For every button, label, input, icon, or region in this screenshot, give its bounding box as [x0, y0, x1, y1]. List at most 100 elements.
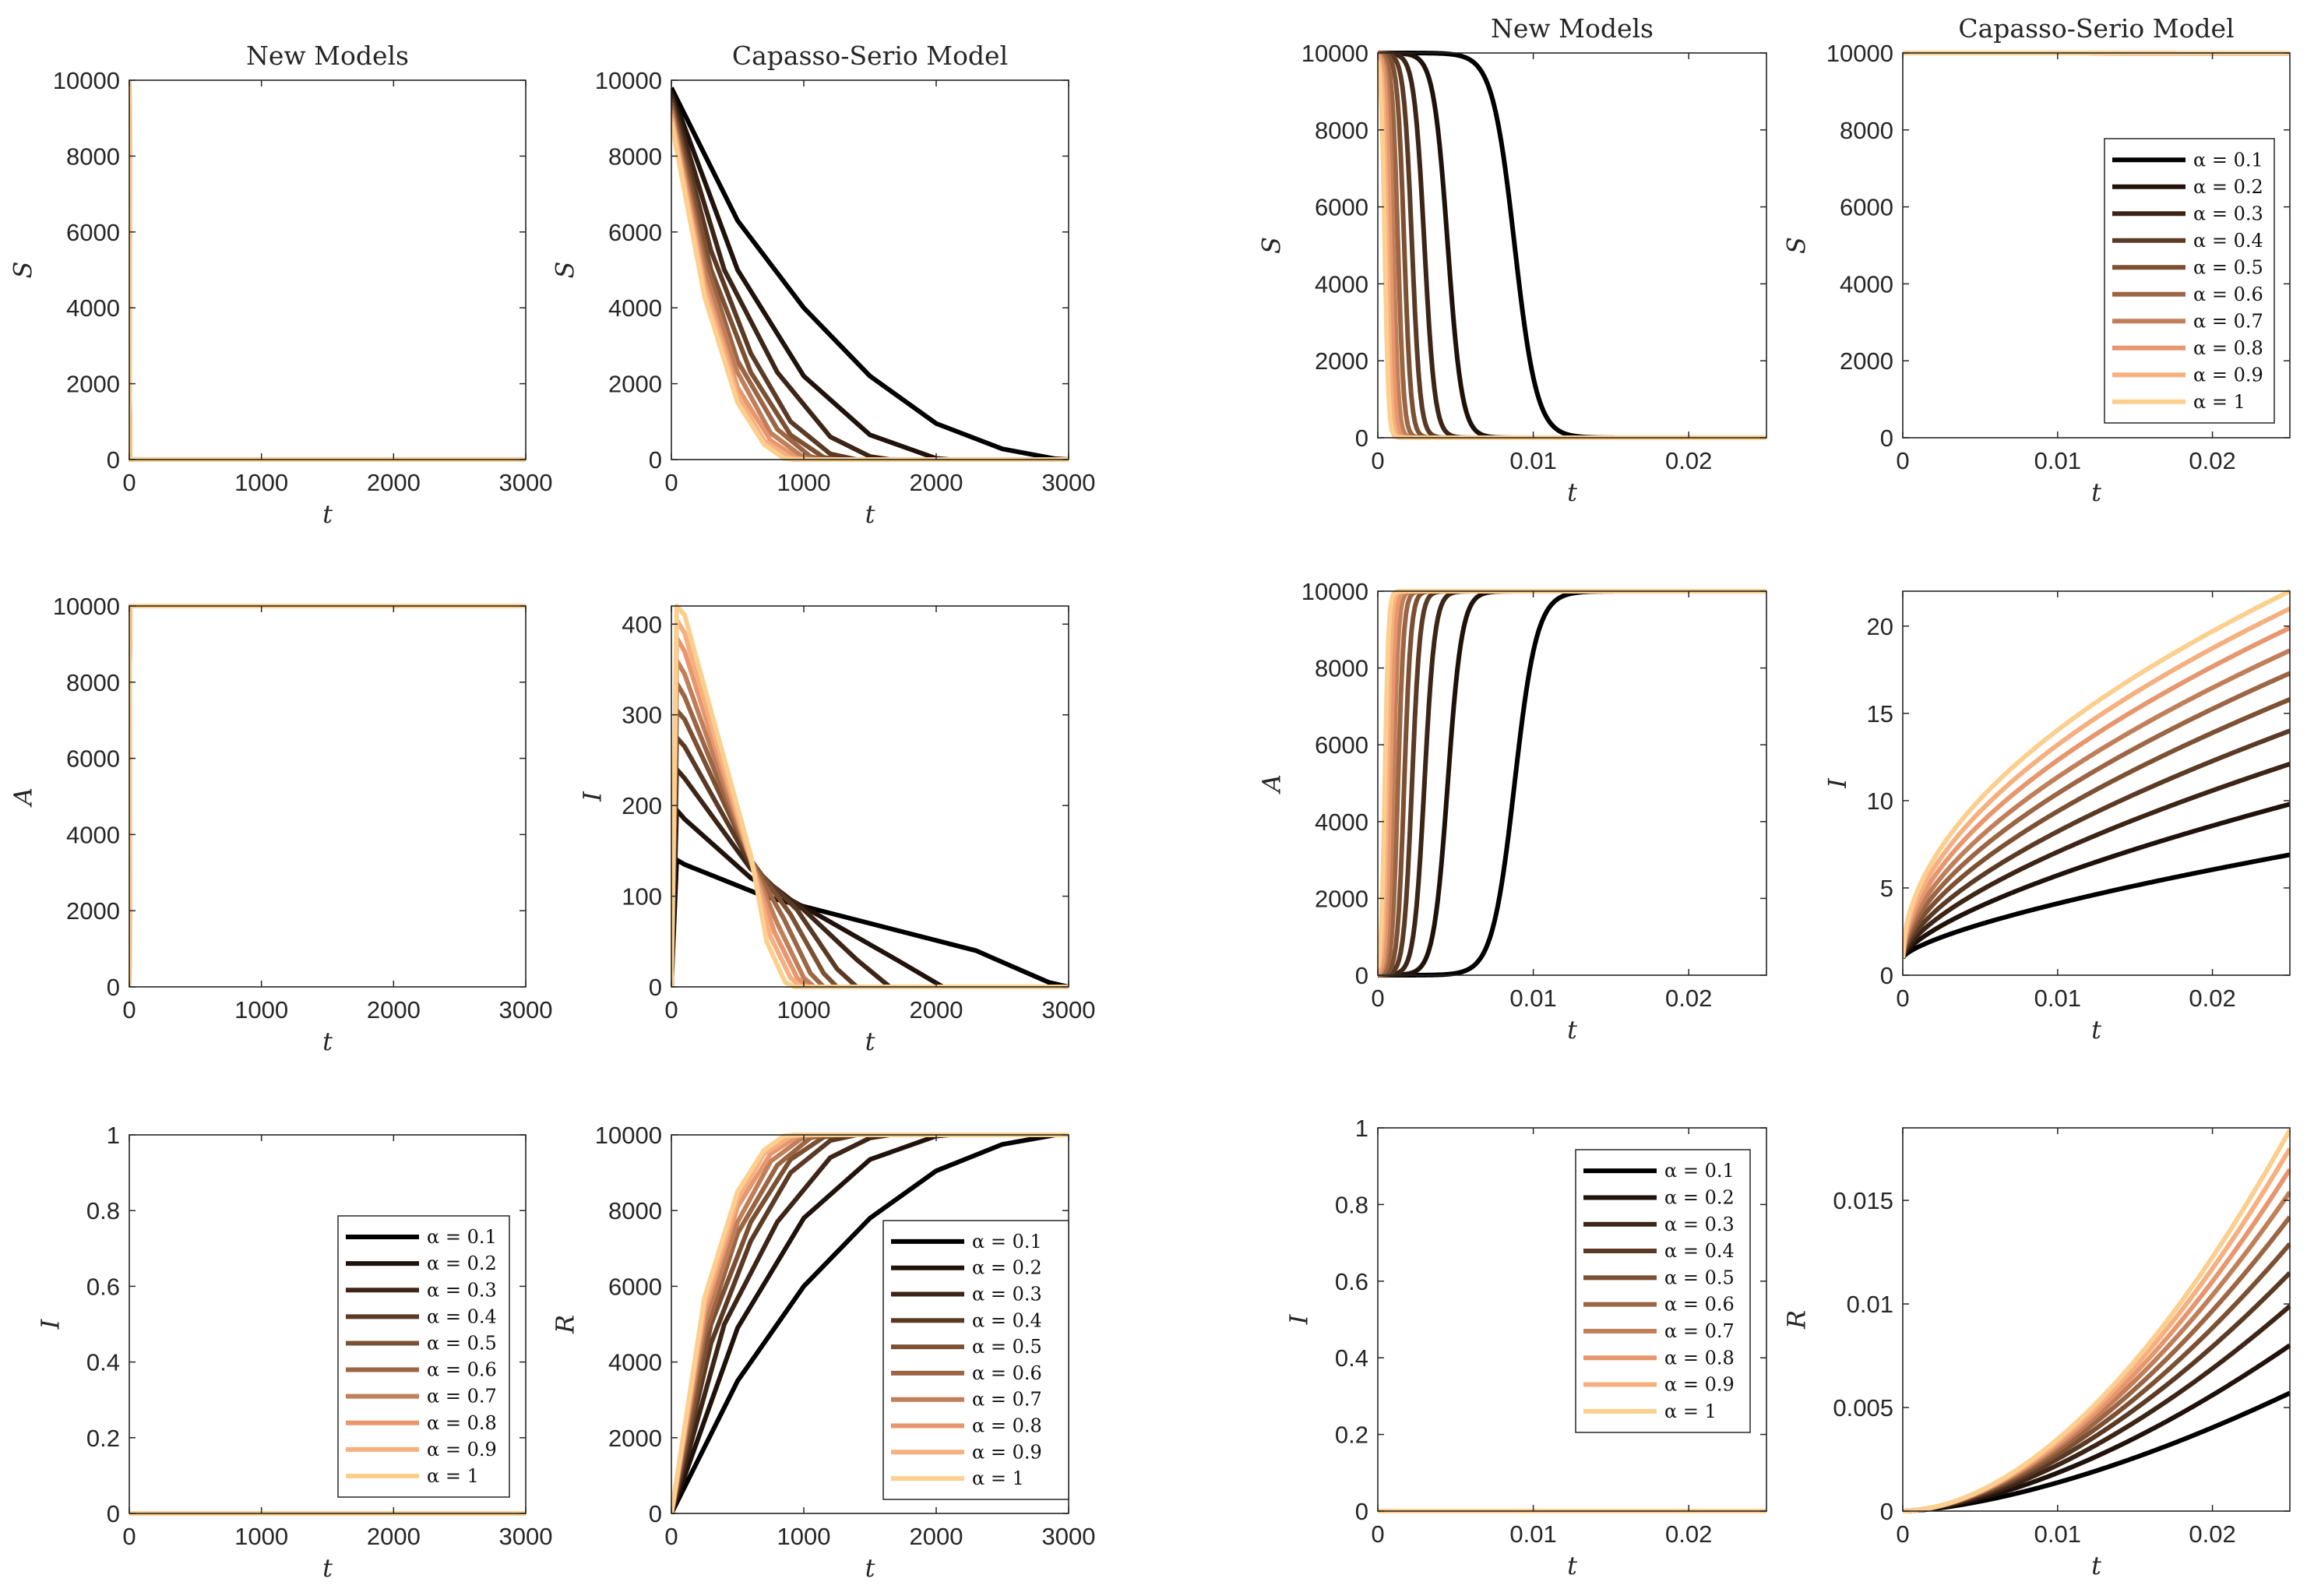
- plot-area: [1378, 53, 1766, 438]
- axes-box: [1902, 52, 2291, 439]
- y-tick-label: 0: [1355, 425, 1368, 452]
- y-axis-label: I: [1823, 777, 1852, 789]
- chart-panel-p2: 0 1000 2000 3000 0 2000 4000 6000 8000 10000 t S Cap…: [551, 41, 1096, 529]
- legend-label: α = 0.1: [2193, 149, 2263, 171]
- y-tick-label: 0.8: [1335, 1191, 1368, 1218]
- y-tick-label: 2000: [1840, 347, 1893, 375]
- x-axis-label: t: [1567, 1551, 1577, 1580]
- y-tick-label: 6000: [608, 219, 662, 246]
- y-tick-label: 4000: [608, 1349, 662, 1376]
- y-tick-label: 2000: [1315, 885, 1368, 912]
- x-tick-label: 0.02: [2189, 447, 2235, 474]
- x-tick-label: 3000: [1042, 469, 1096, 496]
- x-tick-label: 0.01: [2034, 1520, 2081, 1548]
- x-tick-label: 0: [122, 996, 136, 1023]
- plot-area: [1378, 591, 1766, 975]
- x-tick-label: 0: [122, 1523, 136, 1550]
- x-axis-label: t: [2091, 477, 2101, 507]
- series-line-1: [1902, 589, 2291, 958]
- chart-panel-p10: 0 1000 2000 3000 0 2000 4000 6000 8000 10000 t Rα =…: [551, 1122, 1096, 1583]
- series-line-0-9: [1902, 606, 2291, 958]
- y-tick-label: 8000: [1315, 655, 1368, 682]
- x-tick-label: 1000: [777, 996, 831, 1023]
- legend-label: α = 0.6: [1664, 1294, 1735, 1316]
- y-tick-label: 4000: [66, 294, 120, 322]
- x-tick-label: 0.02: [2189, 985, 2235, 1012]
- chart-panel-p7: 0 0.01 0.02 0 2000 4000 6000 8000 10000 t A: [1257, 578, 1767, 1045]
- x-tick-label: 0.02: [2189, 1520, 2235, 1548]
- legend-label: α = 0.4: [972, 1309, 1042, 1331]
- legend: α = 0.1 α = 0.2 α = 0.3 α = 0.4 α = 0.5 α = 0…: [337, 1215, 510, 1498]
- y-tick-label: 10000: [1301, 578, 1368, 605]
- series-line-0-1: [671, 858, 1069, 989]
- legend-label: α = 0.8: [1664, 1347, 1735, 1369]
- x-tick-label: 0.01: [2034, 985, 2081, 1012]
- y-axis-label: I: [36, 1318, 65, 1330]
- legend-label: α = 0.3: [2193, 203, 2263, 224]
- legend-label: α = 0.1: [427, 1226, 497, 1248]
- legend-label: α = 0.6: [972, 1362, 1042, 1384]
- y-tick-label: 0.2: [86, 1425, 120, 1452]
- x-tick-label: 1000: [234, 1523, 288, 1550]
- y-tick-label: 10: [1867, 787, 1893, 815]
- y-tick-label: 0.4: [86, 1349, 120, 1376]
- x-tick-label: 0.01: [1509, 447, 1556, 474]
- x-tick-label: 1000: [234, 996, 288, 1023]
- y-tick-label: 8000: [608, 1197, 662, 1224]
- legend-label: α = 0.1: [972, 1231, 1042, 1252]
- y-tick-label: 0: [1355, 962, 1368, 989]
- axes-box: [1902, 1127, 2291, 1512]
- y-tick-label: 2000: [608, 371, 662, 398]
- y-tick-label: 8000: [1840, 117, 1893, 144]
- y-axis-label: I: [1284, 1313, 1314, 1325]
- x-tick-label: 2000: [367, 996, 421, 1023]
- y-tick-label: 200: [622, 792, 662, 819]
- legend-label: α = 0.2: [427, 1252, 497, 1274]
- x-tick-label: 2000: [910, 469, 963, 496]
- x-tick-label: 0: [664, 469, 678, 496]
- series-line-1: [671, 604, 1069, 989]
- series-group: [1902, 1129, 2291, 1513]
- y-tick-label: 0: [1355, 1498, 1368, 1525]
- legend-label: α = 0.4: [2193, 230, 2263, 252]
- y-tick-label: 6000: [66, 219, 120, 246]
- x-tick-label: 0.01: [1509, 1520, 1556, 1548]
- series-line-0-5: [1902, 697, 2291, 959]
- y-tick-label: 4000: [1315, 270, 1368, 298]
- y-tick-label: 2000: [66, 897, 120, 925]
- series-group: [1902, 589, 2291, 960]
- x-tick-label: 0: [1371, 985, 1384, 1012]
- y-axis-label: R: [551, 1315, 580, 1334]
- y-tick-label: 0: [1880, 962, 1893, 989]
- legend-label: α = 0.8: [972, 1415, 1042, 1437]
- series-line-0-7: [1902, 648, 2291, 958]
- x-tick-label: 0: [1896, 1520, 1909, 1548]
- legend-label: α = 0.5: [1664, 1267, 1735, 1288]
- y-tick-label: 5: [1880, 875, 1893, 902]
- series-line-0-1: [671, 86, 1069, 462]
- y-tick-label: 0.4: [1335, 1344, 1368, 1372]
- y-tick-label: 0: [649, 1500, 662, 1527]
- x-tick-label: 0: [1371, 447, 1384, 474]
- x-tick-label: 0: [1896, 985, 1909, 1012]
- y-tick-label: 0: [649, 446, 662, 474]
- y-tick-label: 400: [622, 611, 662, 638]
- x-tick-label: 0.02: [1665, 985, 1712, 1012]
- x-axis-label: t: [865, 1553, 875, 1583]
- legend-label: α = 0.3: [972, 1284, 1042, 1305]
- y-tick-label: 300: [622, 702, 662, 729]
- series-line-0-8: [1902, 625, 2291, 958]
- y-tick-label: 0.01: [1847, 1291, 1893, 1318]
- chart-panel-p4: 0 0.01 0.02 0 2000 4000 6000 8000 10000 t S Capasso…: [1782, 13, 2291, 507]
- x-tick-label: 0.01: [1509, 985, 1556, 1012]
- legend-label: α = 0.7: [427, 1386, 497, 1408]
- legend-label: α = 0.1: [1664, 1160, 1735, 1182]
- y-tick-label: 10000: [1301, 40, 1368, 67]
- panel-title: New Models: [246, 41, 409, 71]
- y-tick-label: 2000: [608, 1425, 662, 1452]
- x-tick-label: 0: [664, 1523, 678, 1550]
- y-tick-label: 0: [649, 974, 662, 1001]
- y-tick-label: 1: [107, 1122, 120, 1149]
